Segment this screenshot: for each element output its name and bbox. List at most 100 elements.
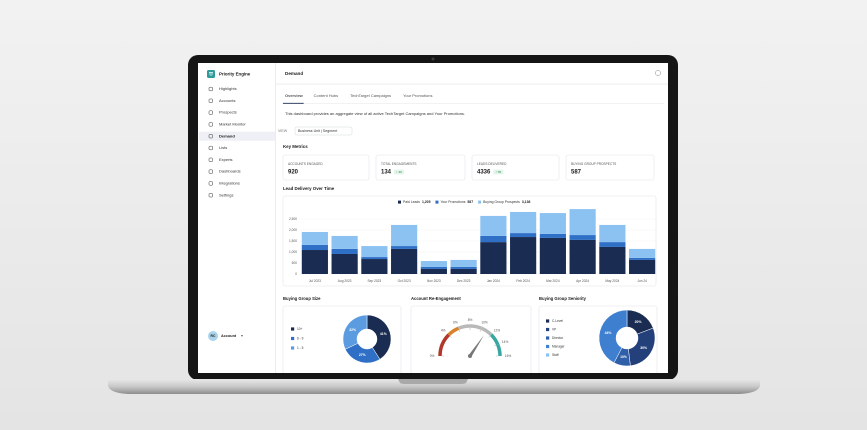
pie-slice	[598, 309, 628, 364]
nav-item[interactable]: Market Monitor	[219, 121, 246, 126]
y-tick-label: 1,500	[289, 239, 297, 243]
bar-segment	[539, 233, 566, 238]
x-tick-label: Oct 2023	[398, 279, 411, 283]
bar-segment	[599, 246, 626, 274]
x-tick-label: Dec 2023	[457, 279, 471, 283]
avatar-initials: RC	[211, 334, 216, 338]
legend-label: Manager	[552, 344, 566, 348]
view-dropdown[interactable]	[294, 126, 353, 136]
account-menu[interactable]: Account	[221, 334, 237, 338]
nav-item[interactable]: Prospects	[219, 110, 237, 115]
nav-icon	[208, 157, 213, 162]
bar-segment	[331, 253, 358, 274]
tab[interactable]: TechTarget Campaigns	[350, 93, 391, 98]
metric-card	[565, 154, 655, 181]
nav-item[interactable]: Demand	[219, 133, 235, 138]
tab[interactable]: Overview	[285, 93, 304, 98]
metric-label: BUYING GROUP PROSPECTS	[571, 162, 616, 166]
y-tick-label: 1,000	[289, 250, 297, 254]
nav-icon	[208, 193, 213, 198]
bar-segment	[629, 257, 656, 260]
x-tick-label: Jul 2023	[309, 279, 321, 283]
bar-segment	[420, 266, 447, 269]
x-tick-label: Jan 2024	[487, 279, 500, 283]
bar-segment	[420, 261, 447, 267]
metric-label: TOTAL ENGAGEMENTS	[381, 162, 417, 166]
legend-total: 587	[467, 200, 473, 204]
metric-value: 4336	[477, 170, 491, 176]
legend-label: Buying Group Prospects	[483, 200, 520, 204]
nav-icon	[208, 86, 213, 92]
view-label: VIEW	[278, 129, 288, 133]
x-tick-label: May 2024	[605, 279, 619, 283]
legend-label: 6 - 9	[297, 336, 304, 340]
chart-card	[410, 305, 532, 373]
gauge-band	[447, 326, 460, 337]
nav-icon	[208, 169, 213, 174]
metric-value: 134	[381, 170, 392, 176]
metric-value: 587	[571, 170, 582, 176]
legend-swatch	[546, 353, 550, 357]
bar-segment	[599, 224, 626, 243]
legend-swatch	[478, 200, 482, 204]
nav-item[interactable]: Lists	[219, 145, 227, 150]
legend-swatch	[291, 346, 295, 350]
nav-item[interactable]: Accounts	[219, 98, 235, 103]
view-value[interactable]: Business Unit | Segment	[298, 129, 337, 133]
bar-segment	[301, 231, 328, 245]
pie-slice	[342, 314, 368, 350]
chart-title: Buying Group Seniority	[539, 296, 587, 301]
nav-active	[199, 131, 275, 141]
slice-label: 44%	[605, 331, 612, 335]
legend-swatch	[291, 336, 295, 341]
nav-item[interactable]: Highlights	[219, 86, 237, 91]
legend-label: C-Level	[552, 319, 563, 323]
gauge-tick	[450, 336, 452, 338]
page-title: Demand	[285, 71, 303, 76]
gauge-needle	[468, 335, 484, 357]
laptop-base	[108, 379, 760, 394]
x-tick-label: Sep 2023	[368, 279, 382, 283]
gauge-band	[496, 343, 502, 357]
metric-card	[282, 154, 370, 181]
bar-segment	[629, 259, 656, 274]
help-icon[interactable]	[655, 70, 661, 76]
y-tick-label: 2,000	[289, 228, 297, 232]
legend-label: Your Promotions	[440, 200, 465, 204]
nav-item[interactable]: Experts	[219, 157, 233, 162]
metric-badge-bg	[493, 169, 504, 175]
tab[interactable]: Content Hubs	[314, 93, 338, 98]
gauge-tick-label: 10%	[481, 321, 488, 325]
gauge-tick-label: 12%	[494, 328, 501, 332]
legend-label: 1 - 5	[297, 346, 304, 350]
legend-swatch	[546, 319, 550, 323]
nav-icon	[208, 181, 213, 186]
bar-segment	[510, 233, 537, 238]
bar-segment	[450, 266, 477, 269]
gauge-tick-label: 0%	[430, 354, 435, 358]
nav-item[interactable]: Integrations	[219, 180, 240, 185]
bar-segment	[569, 235, 596, 240]
y-tick-label: 2,500	[289, 217, 297, 221]
x-tick-label: Aug 2023	[338, 279, 352, 283]
metric-label: ACCOUNTS ENGAGED	[288, 162, 323, 166]
legend-label: Paid Leads	[403, 200, 420, 204]
bar-segment	[480, 242, 507, 274]
legend-label: VP	[552, 327, 556, 331]
nav-item[interactable]: Dashboards	[219, 169, 241, 174]
bar-segment	[599, 242, 626, 247]
legend-swatch	[398, 200, 401, 204]
gauge-tick-label: 8%	[468, 318, 473, 322]
bar-segment	[391, 248, 418, 274]
gauge-tick	[488, 336, 490, 338]
gauge-band	[480, 326, 493, 337]
tab[interactable]: Your Promotions	[403, 93, 432, 98]
bar-segment	[480, 215, 507, 236]
bar-segment	[331, 248, 358, 254]
gauge-band	[438, 333, 451, 357]
bar-segment	[569, 239, 596, 274]
nav-item[interactable]: Settings	[219, 192, 233, 197]
logo-mark	[209, 72, 213, 76]
bar-segment	[361, 259, 388, 274]
